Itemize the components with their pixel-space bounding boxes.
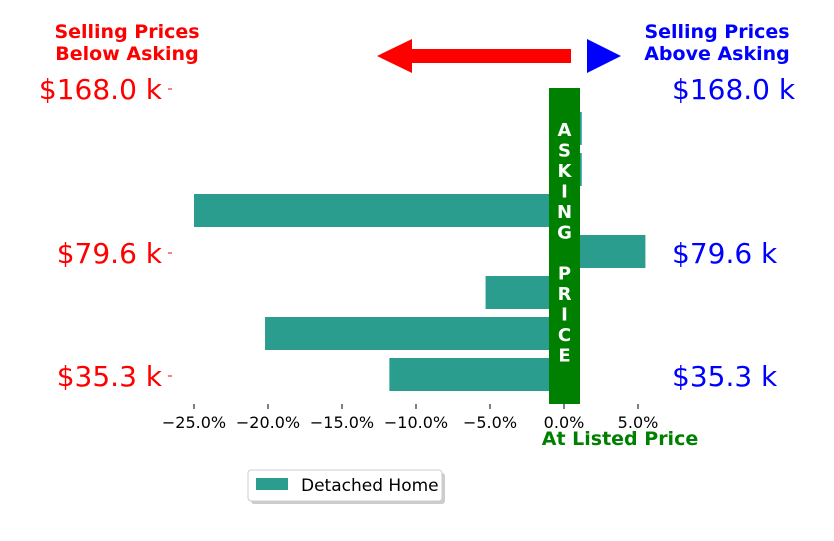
x-tick-label-5: 0.0% [544,413,585,432]
asking-letter-9: I [561,305,568,326]
asking-letter-5: G [557,223,572,244]
asking-letter-8: R [558,284,572,305]
asking-letter-2: K [558,161,573,182]
price-label-left-168: $168.0 k [39,73,163,106]
below-asking-title-line2: Below Asking [55,43,198,65]
x-tick-label-4: −5.0% [463,413,517,432]
at-listed-price-label: At Listed Price [542,428,698,450]
right-arrow-icon [587,39,621,73]
price-label-left-35: $35.3 k [57,360,163,393]
bar-2 [194,194,564,227]
price-label-right-79: $79.6 k [672,237,778,270]
bar-5 [265,317,564,350]
price-label-left-79: $79.6 k [57,237,163,270]
x-tick-label-1: −20.0% [236,413,300,432]
asking-letter-7: P [558,264,571,285]
price-label-right-35: $35.3 k [672,360,778,393]
asking-price-band [549,88,580,404]
price-label-right-168: $168.0 k [672,73,796,106]
legend-label: Detached Home [301,476,439,496]
asking-letter-4: N [557,202,572,223]
asking-letter-0: A [558,120,572,141]
legend-box [247,469,443,502]
x-tick-label-3: −10.0% [384,413,448,432]
x-tick-label-0: −25.0% [162,413,226,432]
legend: Detached Home [247,469,445,504]
left-arrow-icon [377,39,571,73]
asking-letter-10: C [558,325,571,346]
above-asking-title-line2: Above Asking [644,43,790,65]
asking-letter-1: S [558,141,571,162]
x-axis: −25.0% −20.0% −15.0% −10.0% −5.0% 0.0% 5.0% [162,404,658,432]
bar-6 [389,358,564,391]
above-asking-title-line1: Selling Prices [644,21,789,43]
x-tick-label-2: −15.0% [310,413,374,432]
below-asking-title-line1: Selling Prices [54,21,199,43]
x-tick-label-6: 5.0% [618,413,659,432]
asking-letter-11: E [558,346,570,367]
legend-swatch [256,478,288,490]
asking-letter-3: I [561,182,568,203]
